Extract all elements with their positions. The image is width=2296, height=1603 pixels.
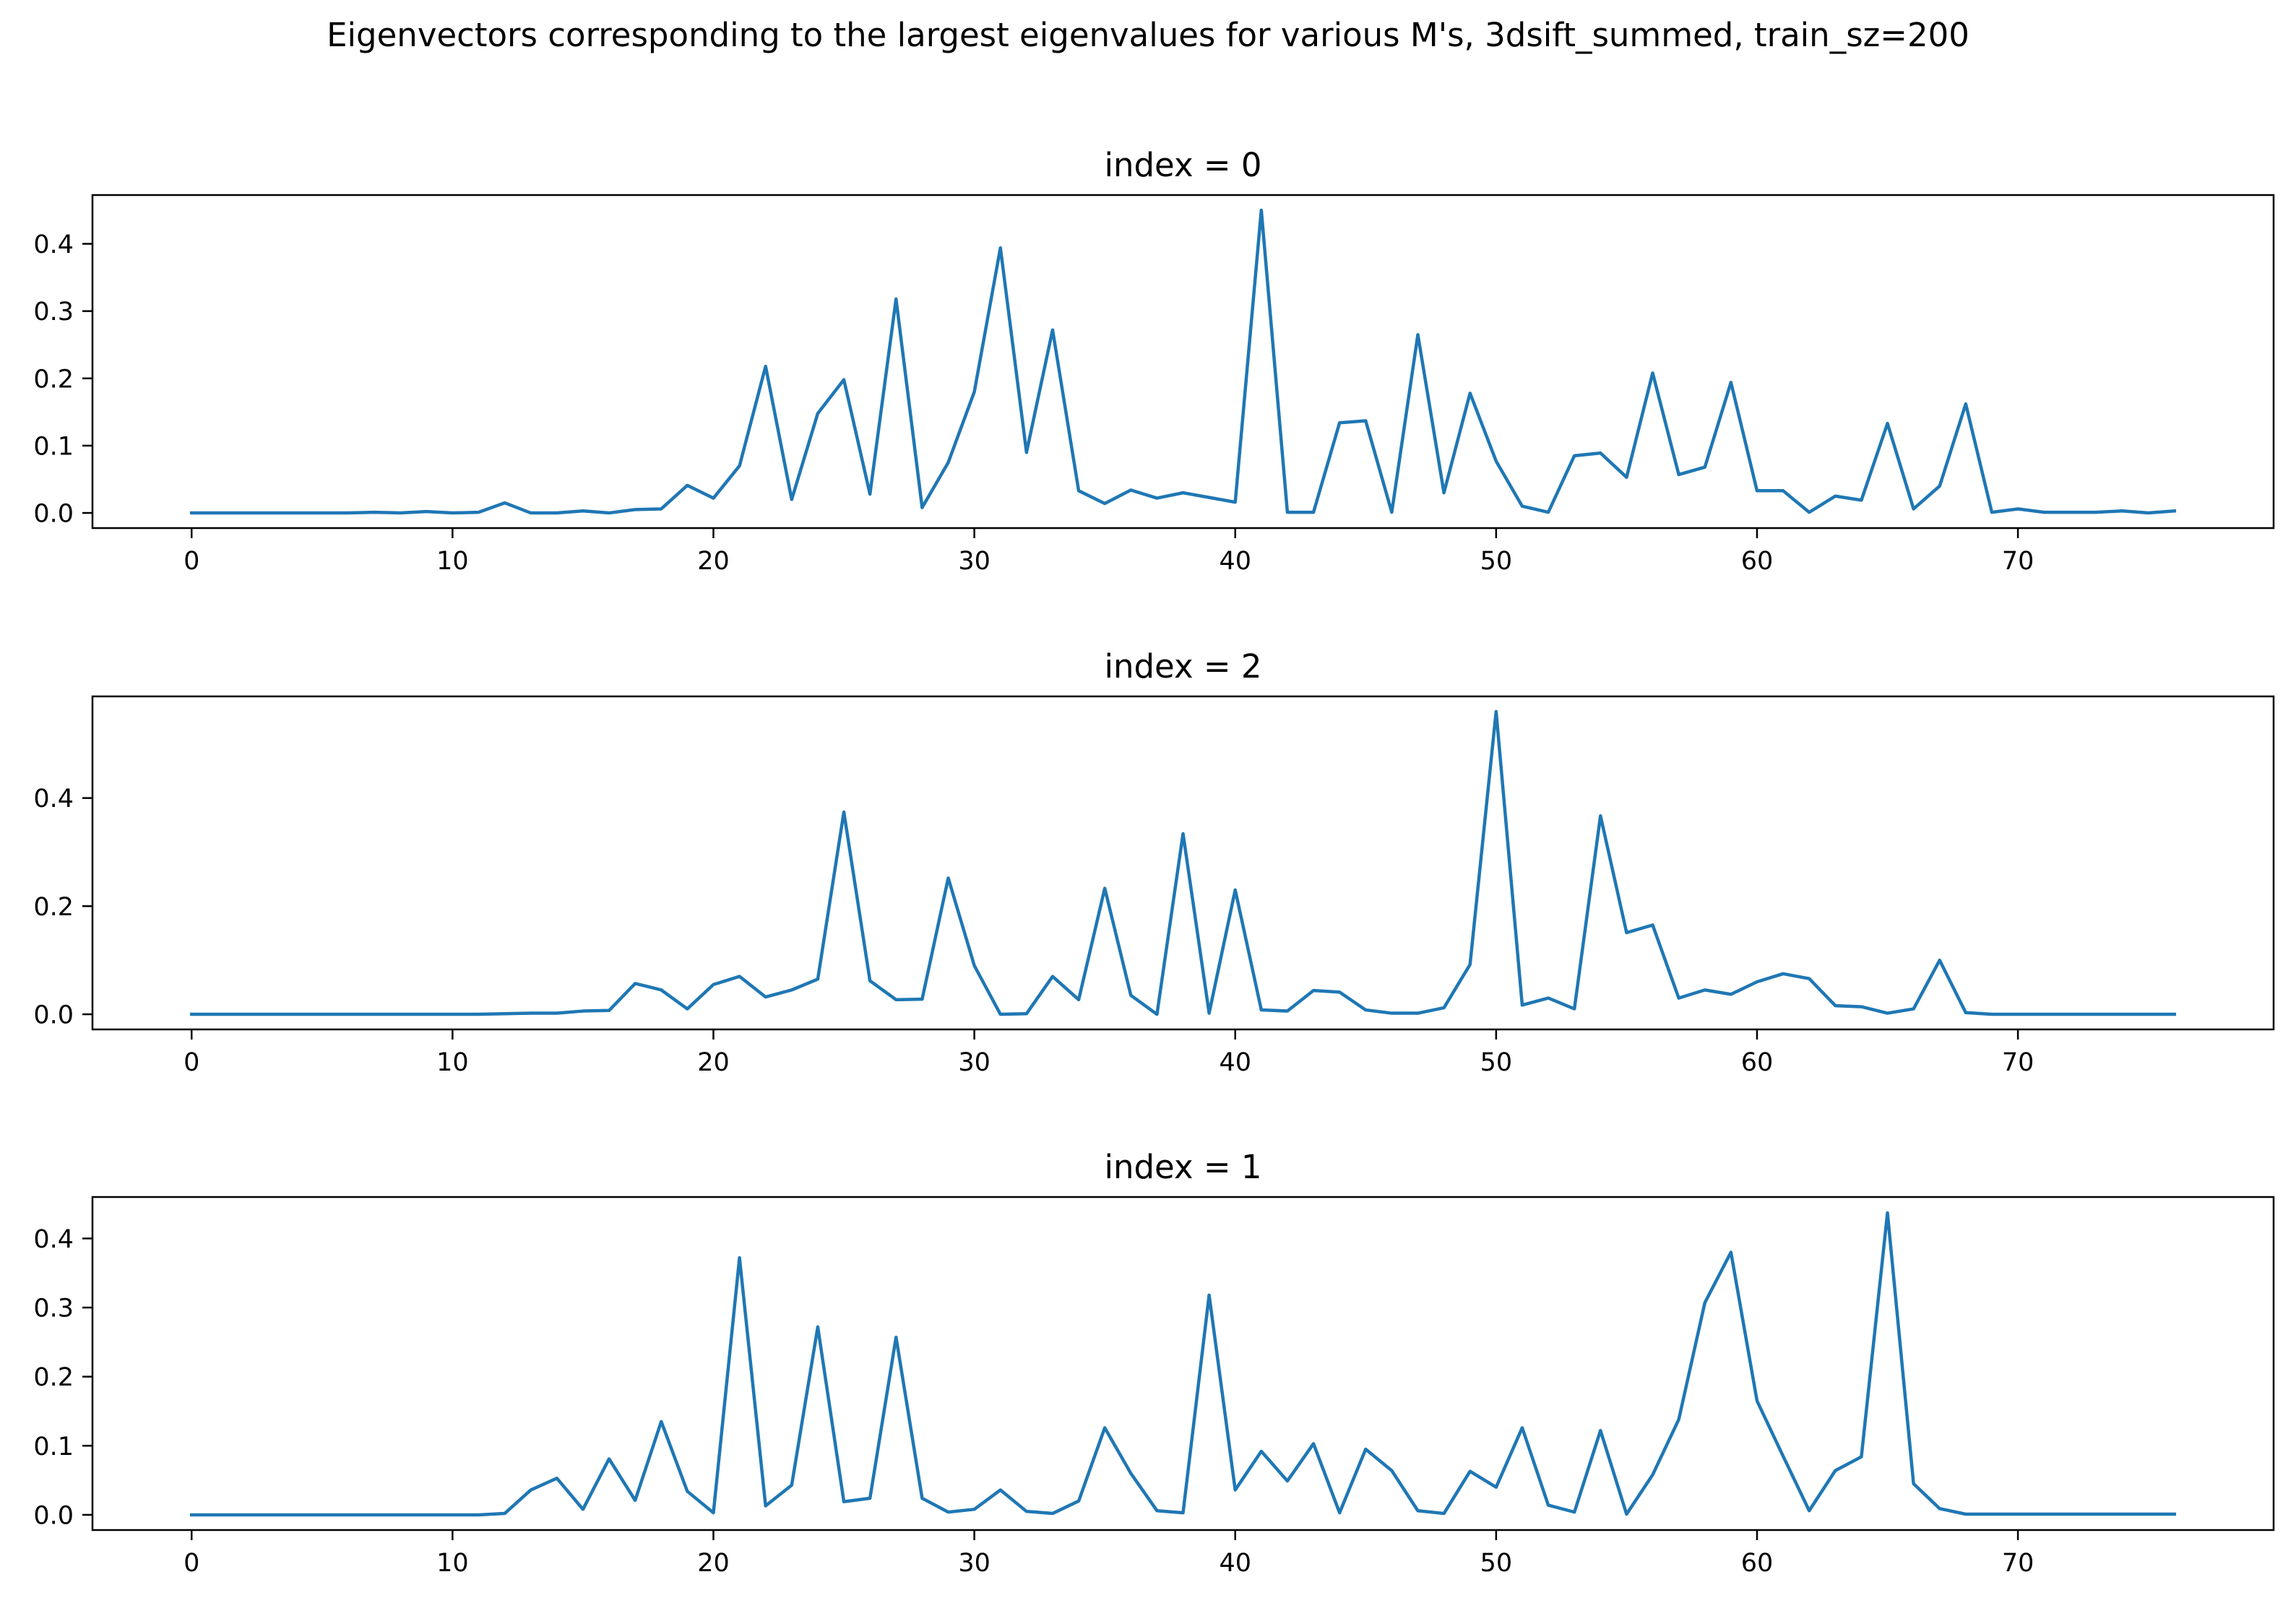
- x-tick-label: 20: [697, 1048, 730, 1077]
- subplot-title: index = 2: [1104, 647, 1261, 686]
- subplot-title: index = 0: [1104, 146, 1261, 184]
- subplot-content: 0 10 20 30 40 50 60 70 0.0 0.1 0.2 0.3 0.4: [33, 1196, 2275, 1578]
- x-tick-label: 30: [958, 1048, 991, 1077]
- y-tick-label: 0.1: [33, 1433, 74, 1461]
- y-tick-label: 0.2: [33, 1363, 74, 1392]
- x-tick-label: 50: [1480, 1549, 1513, 1578]
- x-tick-label: 10: [436, 547, 469, 576]
- subplot-content: 0 10 20 30 40 50 60 70 0.0 0.1 0.2 0.3 0.4: [33, 194, 2275, 576]
- x-tick-label: 0: [184, 547, 199, 576]
- x-tick-label: 70: [2002, 1048, 2034, 1077]
- series-line: [189, 208, 2177, 515]
- y-tick-label: 0.0: [33, 500, 74, 529]
- y-tick-label: 0.2: [33, 365, 74, 394]
- x-tick-label: 70: [2002, 1549, 2034, 1578]
- x-tick-label: 70: [2002, 547, 2034, 576]
- x-tick-label: 20: [697, 547, 730, 576]
- figure-suptitle: Eigenvectors corresponding to the larges…: [327, 16, 1969, 54]
- x-tick-label: 10: [436, 1549, 469, 1578]
- y-tick-label: 0.1: [33, 432, 74, 461]
- x-tick-label: 40: [1219, 547, 1251, 576]
- subplot-content: 0 10 20 30 40 50 60 70 0.0 0.2 0.4: [33, 695, 2275, 1077]
- y-tick-label: 0.2: [33, 893, 74, 922]
- x-tick-label: 60: [1741, 547, 1774, 576]
- x-tick-label: 30: [958, 547, 991, 576]
- axes-frame: [91, 1196, 2275, 1531]
- series-line: [189, 709, 2177, 1016]
- x-tick-label: 40: [1219, 1048, 1251, 1077]
- x-tick-label: 10: [436, 1048, 469, 1077]
- subplot-index-2: index = 2 0 10 20 30 40 50 60 70 0.0 0.2 0.4: [33, 647, 2275, 1077]
- x-tick-label: 60: [1741, 1549, 1774, 1578]
- y-tick-label: 0.4: [33, 230, 74, 259]
- axes-frame: [91, 194, 2275, 530]
- y-tick-label: 0.3: [33, 298, 74, 327]
- y-tick-label: 0.4: [33, 785, 74, 813]
- x-tick-label: 60: [1741, 1048, 1774, 1077]
- x-tick-label: 40: [1219, 1549, 1251, 1578]
- y-tick-label: 0.0: [33, 1501, 74, 1530]
- subplot-index-0: index = 0 0 10 20 30 40 50 60 70 0.0 0.1 0.2 0.3 0.4: [33, 146, 2275, 576]
- x-tick-label: 0: [184, 1549, 199, 1578]
- subplot-index-1: index = 1 0 10 20 30 40 50 60 70 0.0 0.1 0.2 0.3 0.4: [33, 1148, 2275, 1578]
- x-tick-label: 50: [1480, 547, 1513, 576]
- x-tick-label: 30: [958, 1549, 991, 1578]
- y-tick-label: 0.4: [33, 1225, 74, 1254]
- y-tick-label: 0.0: [33, 1001, 74, 1030]
- axes-frame: [91, 695, 2275, 1031]
- subplot-title: index = 1: [1104, 1148, 1261, 1186]
- x-tick-label: 20: [697, 1549, 730, 1578]
- series-line: [189, 1211, 2177, 1517]
- x-tick-label: 0: [184, 1048, 199, 1077]
- x-tick-label: 50: [1480, 1048, 1513, 1077]
- y-tick-label: 0.3: [33, 1295, 74, 1323]
